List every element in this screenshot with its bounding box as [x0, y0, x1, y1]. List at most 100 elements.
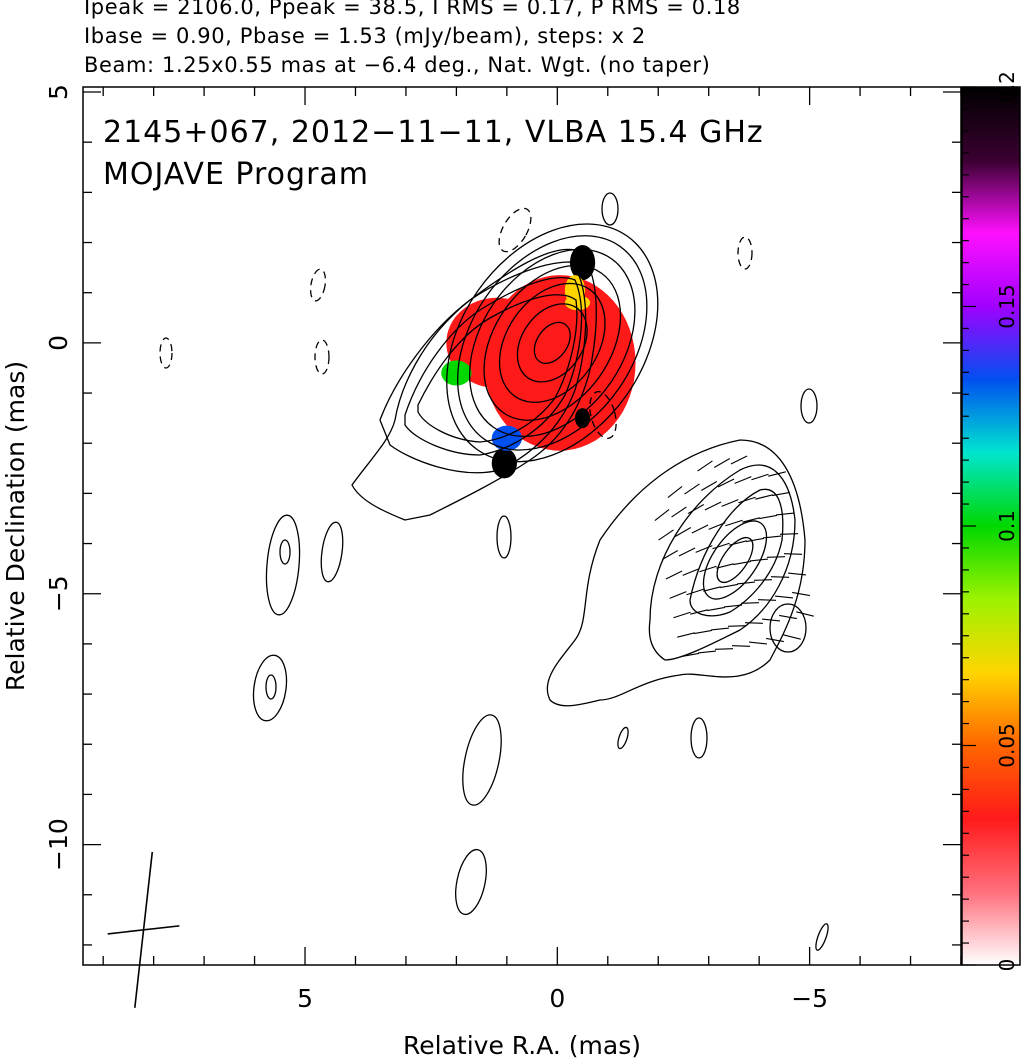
evpa-tick — [667, 486, 683, 498]
evpa-tick — [757, 599, 777, 601]
evpa-tick — [708, 522, 726, 530]
evpa-tick — [744, 622, 764, 624]
evpa-tick — [768, 471, 786, 477]
evpa-tick — [697, 650, 717, 654]
evpa-tick — [753, 579, 773, 581]
evpa-tick — [725, 519, 743, 527]
island-contour — [252, 654, 288, 722]
negative-contour — [314, 339, 330, 375]
evpa-tick — [690, 609, 708, 615]
evpa-tick — [674, 527, 692, 537]
island-contour — [601, 192, 619, 226]
core-contour — [483, 264, 622, 421]
evpa-tick — [716, 563, 734, 569]
colorbar-tick-label: 0.2 — [995, 71, 1019, 103]
island-contour — [462, 714, 502, 806]
knot-outer-contour — [546, 439, 806, 707]
island-contour — [496, 515, 512, 559]
evpa-tick — [707, 606, 725, 612]
evpa-tick — [759, 514, 777, 520]
plot-frame — [82, 86, 962, 966]
x-axis-label: Relative R.A. (mas) — [403, 1031, 641, 1060]
jet-contour-4 — [417, 294, 578, 443]
chart-subtitle: MOJAVE Program — [103, 157, 369, 192]
polarization-patch — [569, 245, 596, 281]
evpa-tick — [699, 565, 717, 573]
evpa-tick — [772, 491, 790, 497]
x-tick-label: −5 — [791, 984, 828, 1013]
evpa-tick — [766, 637, 784, 643]
evpa-tick — [669, 591, 687, 599]
jet-contour-2 — [379, 261, 587, 474]
evpa-tick — [731, 645, 751, 647]
evpa-tick — [779, 614, 797, 620]
evpa-tick — [740, 602, 760, 604]
evpa-tick — [755, 494, 773, 500]
evpa-tick — [770, 576, 790, 578]
island-contour — [815, 923, 829, 951]
axes: 5 0 −5 5 0 −5 −10 — [44, 84, 962, 1013]
evpa-tick — [775, 512, 795, 516]
island-contour — [690, 717, 708, 759]
evpa-tick — [677, 632, 695, 638]
x-tick-label: 5 — [297, 984, 313, 1013]
evpa-tick — [712, 542, 730, 550]
colorbar-tick-label: 0.1 — [995, 510, 1019, 542]
evpa-tick — [796, 611, 814, 617]
island-contour — [265, 674, 277, 700]
colorbar-ticks: 0 0.05 0.1 0.15 0.2 — [962, 71, 1019, 971]
negative-contour — [589, 390, 617, 440]
evpa-tick — [723, 604, 743, 608]
evpa-tick — [734, 476, 752, 484]
knot-contour-5 — [716, 536, 754, 584]
evpa-tick — [762, 535, 782, 539]
y-tick-label: 0 — [44, 335, 73, 351]
evpa-tick — [727, 625, 747, 627]
y-tick-label: −10 — [44, 818, 73, 871]
x-tick-label: 0 — [549, 984, 565, 1013]
evpa-tick — [783, 553, 803, 555]
evpa-tick — [748, 641, 768, 645]
evpa-tick — [695, 545, 713, 553]
chart-title: 2145+067, 2012−11−11, VLBA 15.4 GHz — [103, 115, 764, 150]
evpa-tick — [733, 560, 751, 566]
negative-contour — [737, 236, 753, 270]
header-line-3: Beam: 1.25x0.55 mas at −6.4 deg., Nat. W… — [84, 53, 711, 77]
evpa-tick — [766, 556, 786, 558]
island-contour — [455, 848, 487, 916]
y-axis-label: Relative Declination (mas) — [1, 361, 30, 691]
core-contour — [498, 282, 606, 403]
knot-contour-2 — [648, 464, 796, 661]
beam-marker — [107, 851, 180, 1008]
negative-contour — [498, 207, 532, 253]
y-tick-label: −5 — [44, 575, 73, 612]
evpa-tick — [779, 533, 799, 535]
evpa-tick — [681, 652, 699, 658]
evpa-tick — [729, 540, 747, 546]
evpa-tick — [686, 588, 704, 596]
core-contour — [457, 235, 648, 451]
polarization-patch — [564, 295, 591, 311]
evpa-tick — [682, 568, 700, 576]
negative-contour — [309, 268, 327, 302]
colorbar-tick-label: 0.15 — [995, 284, 1019, 329]
evpa-tick — [714, 648, 734, 650]
beam-minor-axis — [107, 925, 180, 935]
colorbar-tick-label: 0 — [995, 959, 1019, 972]
island-contour — [265, 514, 301, 616]
evpa-tick — [721, 499, 739, 507]
evpa-tick — [694, 629, 712, 635]
evpa-tick — [742, 517, 760, 523]
evpa-tick — [761, 618, 781, 622]
evpa-tick — [717, 478, 735, 488]
core-contour — [446, 223, 659, 463]
evpa-tick — [673, 611, 691, 619]
evpa-tick — [703, 586, 721, 592]
core-contour — [516, 303, 588, 383]
evpa-tick — [691, 524, 709, 534]
evpa-tick — [792, 591, 810, 597]
evpa-tick — [774, 595, 794, 599]
evpa-tick — [684, 483, 700, 495]
evpa-vectors — [654, 455, 814, 658]
evpa-tick — [749, 558, 769, 562]
